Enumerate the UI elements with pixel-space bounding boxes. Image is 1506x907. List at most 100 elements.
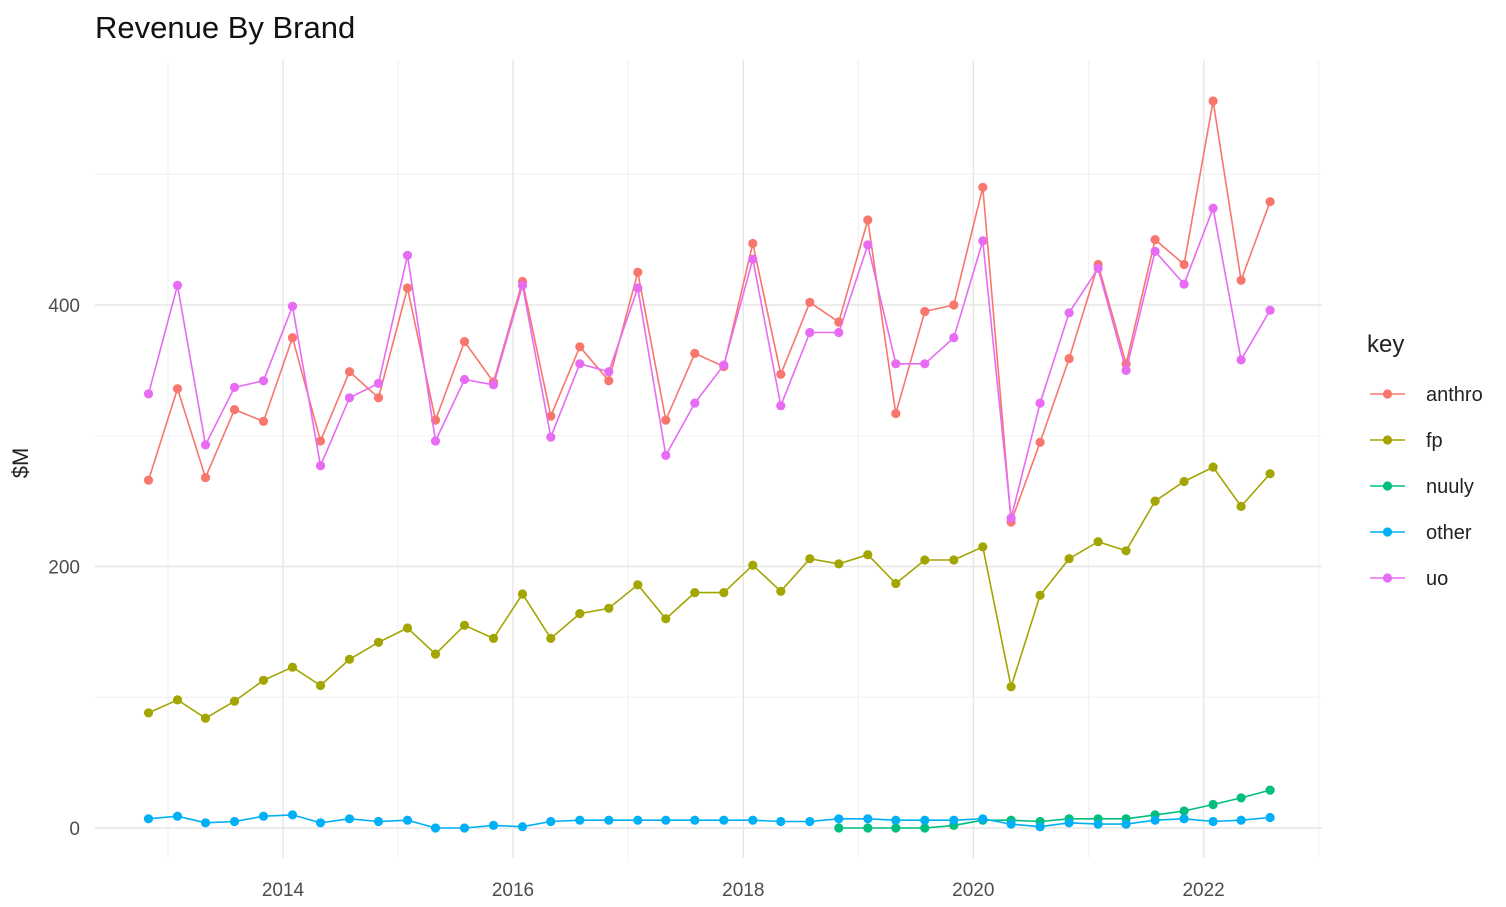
data-point-fp bbox=[776, 586, 786, 596]
data-point-other bbox=[661, 815, 671, 825]
data-point-fp bbox=[604, 603, 614, 613]
data-point-uo bbox=[1150, 246, 1160, 256]
data-point-anthro bbox=[604, 376, 614, 386]
legend-key-point bbox=[1382, 389, 1393, 399]
x-tick-label: 2014 bbox=[262, 880, 305, 901]
data-point-other bbox=[805, 816, 815, 827]
data-point-other bbox=[748, 815, 758, 825]
data-point-other bbox=[488, 820, 499, 831]
data-point-other bbox=[834, 814, 844, 824]
data-point-uo bbox=[459, 374, 470, 385]
data-point-anthro bbox=[575, 342, 585, 352]
data-point-other bbox=[546, 816, 556, 827]
data-point-fp bbox=[1006, 682, 1016, 692]
data-point-fp bbox=[575, 609, 585, 619]
data-point-fp bbox=[978, 542, 988, 552]
data-point-uo bbox=[315, 461, 326, 471]
data-point-other bbox=[258, 811, 269, 821]
data-point-anthro bbox=[546, 411, 556, 421]
data-point-other bbox=[633, 815, 643, 825]
x-tick-label: 2020 bbox=[952, 880, 994, 901]
series-line-fp bbox=[148, 466, 1271, 720]
legend-label: other bbox=[1426, 522, 1472, 544]
series-line-other bbox=[148, 814, 1271, 829]
legend-key-point bbox=[1382, 527, 1393, 537]
data-point-other bbox=[1150, 815, 1160, 825]
data-point-fp bbox=[1150, 496, 1160, 506]
legend-label: uo bbox=[1426, 568, 1448, 590]
data-point-anthro bbox=[1236, 275, 1246, 285]
series-uo bbox=[143, 203, 1275, 523]
data-point-anthro bbox=[344, 367, 355, 377]
data-point-other bbox=[1236, 815, 1246, 825]
legend-key-point bbox=[1382, 481, 1393, 491]
data-point-other bbox=[1064, 818, 1074, 828]
data-point-nuuly bbox=[891, 823, 901, 833]
data-point-uo bbox=[344, 393, 355, 403]
data-point-uo bbox=[949, 333, 959, 343]
data-point-anthro bbox=[315, 436, 326, 446]
data-point-uo bbox=[978, 236, 988, 246]
legend-label: fp bbox=[1426, 430, 1443, 452]
data-point-fp bbox=[459, 620, 470, 630]
legend-item-other: other bbox=[1370, 522, 1472, 544]
data-point-anthro bbox=[891, 408, 901, 419]
y-tick-label: 400 bbox=[48, 296, 80, 317]
data-point-uo bbox=[834, 327, 844, 338]
data-point-other bbox=[575, 815, 585, 825]
data-point-other bbox=[949, 815, 959, 825]
legend-label: nuuly bbox=[1426, 476, 1474, 498]
data-point-anthro bbox=[258, 416, 269, 426]
data-point-other bbox=[172, 811, 183, 821]
data-point-anthro bbox=[748, 238, 758, 249]
data-point-uo bbox=[1035, 398, 1045, 408]
series-line-nuuly bbox=[838, 789, 1271, 829]
data-point-fp bbox=[1121, 546, 1131, 556]
data-point-anthro bbox=[172, 384, 183, 394]
data-point-fp bbox=[229, 696, 240, 706]
data-point-other bbox=[1265, 812, 1275, 823]
data-point-fp bbox=[1064, 554, 1074, 564]
data-point-uo bbox=[1236, 355, 1246, 365]
data-point-fp bbox=[402, 623, 413, 633]
legend-item-uo: uo bbox=[1370, 568, 1448, 590]
data-point-anthro bbox=[1035, 437, 1045, 447]
data-point-other bbox=[863, 814, 873, 824]
data-point-fp bbox=[1179, 476, 1189, 487]
data-point-uo bbox=[661, 450, 671, 460]
x-tick-label: 2018 bbox=[722, 880, 764, 901]
data-point-other bbox=[430, 823, 441, 833]
data-point-uo bbox=[488, 380, 499, 390]
data-point-uo bbox=[1006, 513, 1016, 523]
data-point-anthro bbox=[633, 267, 643, 277]
data-point-anthro bbox=[776, 369, 786, 379]
data-point-anthro bbox=[863, 215, 873, 225]
data-point-fp bbox=[143, 708, 154, 718]
data-point-uo bbox=[920, 359, 930, 369]
legend-title: key bbox=[1367, 331, 1404, 358]
data-point-anthro bbox=[1064, 354, 1074, 364]
data-point-fp bbox=[891, 578, 901, 589]
data-point-fp bbox=[287, 662, 298, 672]
data-point-fp bbox=[258, 675, 269, 685]
data-point-fp bbox=[1035, 590, 1045, 600]
legend-key-point bbox=[1382, 573, 1393, 583]
data-point-uo bbox=[258, 376, 269, 386]
data-point-other bbox=[402, 815, 413, 825]
data-point-uo bbox=[690, 398, 700, 408]
data-point-fp bbox=[661, 614, 671, 624]
data-point-nuuly bbox=[863, 823, 873, 833]
data-point-anthro bbox=[1150, 235, 1160, 245]
data-point-fp bbox=[200, 713, 211, 723]
data-point-fp bbox=[344, 654, 355, 664]
data-point-other bbox=[229, 816, 240, 827]
legend: key anthro fp nuuly other uo bbox=[1367, 331, 1483, 590]
data-point-other bbox=[287, 810, 298, 820]
data-point-fp bbox=[949, 555, 959, 565]
data-point-uo bbox=[200, 440, 211, 450]
data-point-fp bbox=[1208, 462, 1218, 472]
data-point-other bbox=[200, 818, 211, 828]
data-point-fp bbox=[719, 588, 729, 598]
y-tick-label: 0 bbox=[69, 819, 80, 840]
data-point-other bbox=[1093, 819, 1103, 829]
